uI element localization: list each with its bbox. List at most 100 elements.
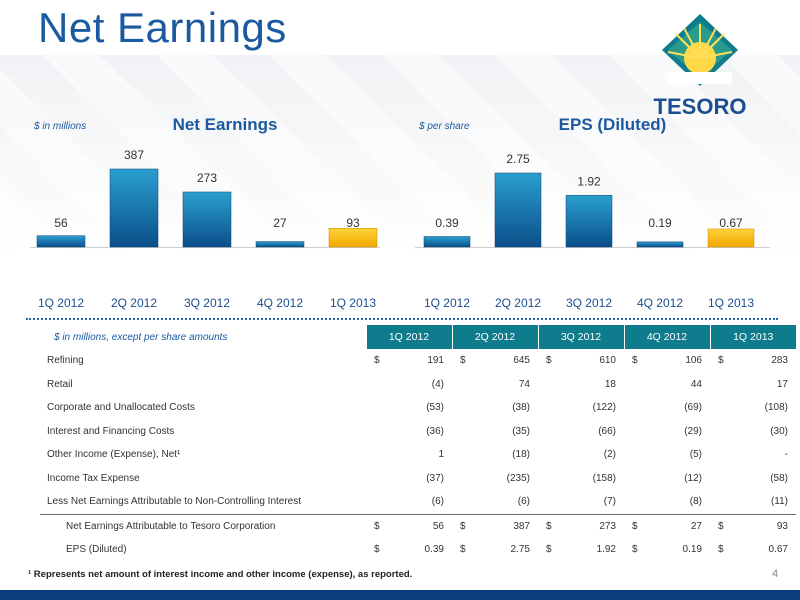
chart-unit-note: $ in millions xyxy=(34,121,87,132)
data-label: 387 xyxy=(124,148,144,162)
row-label: Interest and Financing Costs xyxy=(47,425,175,437)
cell-value: (30) xyxy=(770,425,788,437)
cell-value: 56 xyxy=(386,513,452,538)
cell-value: (35) xyxy=(512,425,530,437)
currency-symbol xyxy=(452,467,472,491)
page-number: 4 xyxy=(772,568,779,580)
row-label: Refining xyxy=(47,355,84,367)
column-header: 1Q 2012 xyxy=(365,325,452,349)
currency-symbol xyxy=(710,373,730,397)
bar-4q-2012 xyxy=(255,241,305,248)
cell-value: (6) xyxy=(431,496,444,508)
table-row: Refining $191 $645 $610 $106 $283 xyxy=(40,349,796,373)
table-unit-note: $ in millions, except per share amounts xyxy=(54,331,228,343)
cell-value: (11) xyxy=(770,496,788,508)
currency-symbol xyxy=(366,490,386,514)
cell-value: 0.39 xyxy=(424,544,444,556)
cell-value: (29) xyxy=(684,425,702,437)
financial-table: $ in millions, except per share amounts … xyxy=(40,325,796,562)
cell-value: (37) xyxy=(426,472,444,484)
row-label: Net Earnings Attributable to Tesoro Corp… xyxy=(40,513,366,538)
cell-value: (2) xyxy=(603,449,616,461)
currency-symbol xyxy=(624,396,644,420)
currency-symbol xyxy=(538,373,558,397)
cell-value: (235) xyxy=(506,472,530,484)
cell-value: (69) xyxy=(684,402,702,414)
cell-value: (4) xyxy=(431,378,444,390)
row-label: Retail xyxy=(47,378,73,390)
table-row: Income Tax Expense (37) (235) (158) (12) (58) xyxy=(40,467,796,491)
chart-svg: 56 1Q 2012 387 2Q 2012 273 3Q 2012 27 4Q 2012 93… xyxy=(30,148,380,310)
column-header: 4Q 2012 xyxy=(623,325,710,349)
cell-value: 93 xyxy=(730,513,796,538)
bar-2q-2012 xyxy=(109,168,159,248)
currency-symbol: $ xyxy=(452,513,472,538)
table-row: Corporate and Unallocated Costs (53) (38) (… xyxy=(40,396,796,420)
category-label: 3Q 2012 xyxy=(566,296,612,310)
cell-value: (8) xyxy=(689,496,702,508)
currency-symbol xyxy=(624,443,644,467)
cell-value: (122) xyxy=(592,402,616,414)
currency-symbol xyxy=(538,420,558,444)
currency-symbol xyxy=(710,420,730,444)
table-row: Net Earnings Attributable to Tesoro Corp… xyxy=(40,513,796,538)
currency-symbol: $ xyxy=(460,355,466,367)
bar-2q-2012 xyxy=(494,172,542,248)
cell-value: 283 xyxy=(771,355,788,367)
currency-symbol: $ xyxy=(546,355,552,367)
table-row: EPS (Diluted) $0.39 $2.75 $1.92 $0.19 $0.67 xyxy=(40,538,796,562)
data-label: 93 xyxy=(346,216,360,230)
currency-symbol xyxy=(710,467,730,491)
currency-symbol xyxy=(710,443,730,467)
tesoro-logo: TESORO xyxy=(654,14,747,119)
chart-svg: 0.39 1Q 2012 2.75 2Q 2012 1.92 3Q 2012 0.19 4Q … xyxy=(415,152,770,310)
cell-value: (36) xyxy=(426,425,444,437)
cell-value: (66) xyxy=(598,425,616,437)
data-label: 1.92 xyxy=(577,174,601,188)
currency-symbol xyxy=(452,420,472,444)
data-label: 0.67 xyxy=(719,216,743,230)
cell-value: (18) xyxy=(512,449,530,461)
row-label: EPS (Diluted) xyxy=(66,544,127,556)
table-row: Less Net Earnings Attributable to Non-Co… xyxy=(40,490,796,514)
category-label: 4Q 2012 xyxy=(637,296,683,310)
row-label: Other Income (Expense), Net¹ xyxy=(47,449,181,461)
chart-unit-note: $ per share xyxy=(419,121,470,132)
currency-symbol xyxy=(710,490,730,514)
bar-3q-2012 xyxy=(182,191,232,248)
cell-value: 1.92 xyxy=(596,544,616,556)
currency-symbol: $ xyxy=(460,544,466,556)
currency-symbol: $ xyxy=(366,513,386,538)
cell-value: (7) xyxy=(603,496,616,508)
currency-symbol xyxy=(710,396,730,420)
logo-text: TESORO xyxy=(654,94,747,119)
bar-4q-2012 xyxy=(636,241,684,248)
cell-value: (108) xyxy=(764,402,788,414)
currency-symbol xyxy=(366,420,386,444)
bar-1q-2013 xyxy=(328,228,378,248)
cell-value: 1 xyxy=(438,449,444,461)
table-row: Interest and Financing Costs (36) (35) (66)… xyxy=(40,420,796,444)
currency-symbol xyxy=(366,373,386,397)
category-label: 1Q 2013 xyxy=(708,296,754,310)
eps-chart: $ per share EPS (Diluted) 0.39 1Q 2012 2.7… xyxy=(415,115,770,315)
currency-symbol xyxy=(452,373,472,397)
cell-value: (5) xyxy=(689,449,702,461)
cell-value: (53) xyxy=(426,402,444,414)
bar-1q-2012 xyxy=(423,236,471,248)
bar-3q-2012 xyxy=(565,195,613,248)
cell-value: 106 xyxy=(685,355,702,367)
cell-value: (38) xyxy=(512,402,530,414)
cell-value: 2.75 xyxy=(510,544,530,556)
category-label: 1Q 2013 xyxy=(330,296,376,310)
currency-symbol xyxy=(366,443,386,467)
currency-symbol: $ xyxy=(538,513,558,538)
page-title: Net Earnings xyxy=(38,4,287,51)
currency-symbol: $ xyxy=(718,544,724,556)
cell-value: 0.67 xyxy=(768,544,788,556)
column-header: 3Q 2012 xyxy=(537,325,624,349)
currency-symbol xyxy=(538,396,558,420)
category-label: 4Q 2012 xyxy=(257,296,303,310)
cell-value: 387 xyxy=(472,513,538,538)
currency-symbol xyxy=(624,467,644,491)
